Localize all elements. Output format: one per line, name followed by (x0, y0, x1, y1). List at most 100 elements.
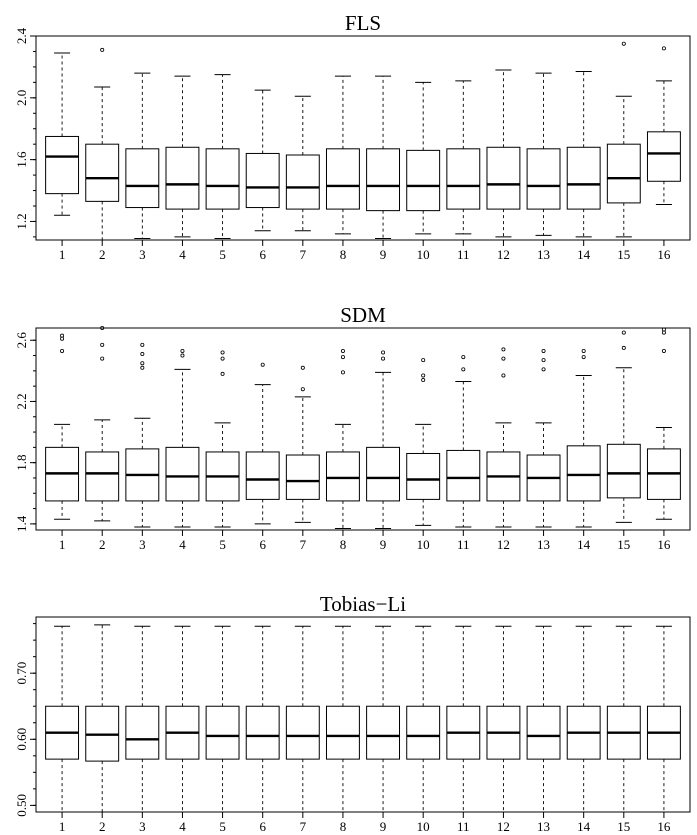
outlier-point (621, 41, 626, 46)
outlier-point (180, 348, 185, 353)
outlier-point (501, 347, 506, 352)
x-tick-label: 3 (139, 819, 146, 834)
x-tick-label: 6 (259, 819, 266, 834)
x-tick-label: 12 (497, 537, 510, 552)
iqr-box (446, 449, 481, 502)
outlier-point (220, 371, 225, 376)
chart-title: Tobias−Li (320, 592, 406, 616)
chart-title: FLS (345, 11, 381, 35)
outlier-point (661, 348, 666, 353)
box-2 (85, 325, 120, 522)
box-13 (526, 348, 561, 528)
x-tick-label: 4 (179, 819, 186, 834)
box-15 (606, 330, 641, 523)
box-4 (165, 348, 200, 528)
x-tick-label: 9 (380, 819, 387, 834)
x-tick-label: 3 (139, 537, 146, 552)
outlier-point (140, 352, 145, 357)
x-tick-label: 12 (497, 247, 510, 262)
iqr-box (526, 705, 561, 760)
iqr-box (526, 148, 561, 210)
y-tick-label: 0.60 (14, 728, 29, 751)
plot-frame (35, 327, 691, 531)
iqr-box (85, 451, 120, 502)
x-tick-label: 10 (417, 537, 430, 552)
outlier-point (300, 365, 305, 370)
x-tick-label: 1 (59, 819, 66, 834)
x-tick-label: 7 (300, 247, 307, 262)
iqr-box (325, 148, 360, 210)
x-tick-label: 16 (657, 537, 671, 552)
box-8 (325, 348, 360, 529)
x-tick-label: 15 (617, 819, 630, 834)
outlier-point (260, 362, 265, 367)
outlier-point (501, 373, 506, 378)
x-tick-label: 1 (59, 537, 66, 552)
iqr-box (205, 705, 240, 760)
box-15 (606, 41, 641, 238)
x-tick-label: 14 (577, 819, 591, 834)
box-9 (366, 75, 401, 239)
iqr-box (205, 148, 240, 210)
box-12 (486, 69, 521, 238)
box-11 (446, 625, 481, 813)
box-5 (205, 350, 240, 528)
box-14 (566, 71, 601, 238)
outlier-point (501, 356, 506, 361)
box-6 (245, 89, 280, 232)
outlier-point (541, 358, 546, 363)
box-14 (566, 348, 601, 528)
x-tick-label: 2 (99, 819, 106, 834)
outlier-point (421, 378, 426, 383)
plot-frame (35, 616, 691, 813)
y-tick-label: 1.2 (14, 213, 29, 229)
outlier-point (140, 361, 145, 366)
x-tick-label: 13 (537, 247, 550, 262)
box-10 (406, 81, 441, 235)
x-tick-label: 13 (537, 537, 550, 552)
iqr-box (165, 146, 200, 210)
box-14 (566, 625, 601, 813)
iqr-box (45, 135, 80, 195)
x-tick-label: 14 (577, 537, 591, 552)
x-tick-label: 15 (617, 537, 630, 552)
iqr-box (325, 451, 360, 502)
chart-title: SDM (340, 303, 386, 327)
outlier-point (220, 356, 225, 361)
y-tick-label: 1.4 (14, 515, 29, 532)
panel-3: Tobias−Li0.500.600.701 2 3 4 5 6 7 8 9 10 11 12 13 14… (14, 592, 691, 834)
outlier-point (140, 365, 145, 370)
x-tick-label: 15 (617, 247, 630, 262)
x-tick-label: 2 (99, 537, 106, 552)
x-tick-label: 9 (380, 537, 387, 552)
x-tick-label: 16 (657, 247, 671, 262)
x-tick-label: 7 (300, 537, 307, 552)
box-12 (486, 625, 521, 813)
box-8 (325, 625, 360, 813)
box-15 (606, 625, 641, 813)
outlier-point (581, 355, 586, 360)
box-7 (285, 95, 320, 232)
outlier-point (421, 373, 426, 378)
outlier-point (100, 325, 105, 330)
x-tick-label: 11 (457, 819, 470, 834)
iqr-box (566, 146, 601, 210)
iqr-box (245, 705, 280, 760)
outlier-point (140, 342, 145, 347)
x-tick-label: 8 (340, 537, 347, 552)
iqr-box (566, 445, 601, 502)
outlier-point (581, 348, 586, 353)
x-tick-label: 11 (457, 537, 470, 552)
x-tick-label: 14 (577, 247, 591, 262)
outlier-point (60, 333, 65, 338)
box-16 (646, 327, 681, 520)
outlier-point (220, 350, 225, 355)
outlier-point (381, 356, 386, 361)
outlier-point (461, 355, 466, 360)
box-16 (646, 625, 681, 813)
iqr-box (446, 148, 481, 210)
x-tick-label: 3 (139, 247, 146, 262)
box-10 (406, 625, 441, 813)
iqr-box (285, 705, 320, 760)
